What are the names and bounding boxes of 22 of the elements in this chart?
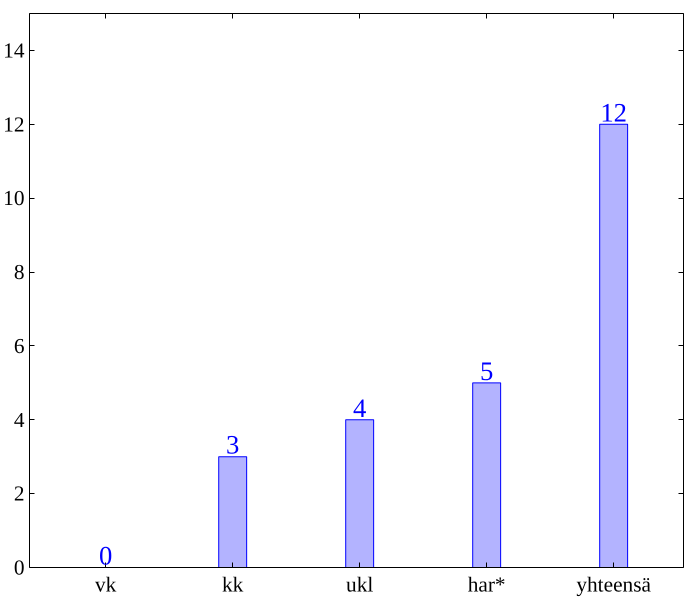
bar <box>472 382 502 568</box>
bar <box>218 456 248 568</box>
data-label: 12 <box>600 97 627 128</box>
bar <box>599 124 628 568</box>
y-tick-label: 0 <box>14 556 25 580</box>
x-tick-label: ukl <box>346 572 374 596</box>
y-tick-label: 6 <box>14 334 25 358</box>
data-label: 4 <box>353 392 366 423</box>
bar <box>345 419 374 568</box>
y-tick-label: 8 <box>14 260 25 284</box>
x-tick-label: vk <box>95 572 117 596</box>
data-label: 5 <box>480 356 494 386</box>
x-tick-label: har* <box>468 572 506 596</box>
y-tick-label: 14 <box>3 38 25 62</box>
x-tick-label: yhteensä <box>576 572 652 596</box>
y-tick-label: 4 <box>14 408 25 432</box>
x-tick-label: kk <box>222 572 244 596</box>
data-label: 0 <box>99 540 112 570</box>
data-label: 3 <box>226 430 240 460</box>
y-tick-label: 2 <box>14 482 25 506</box>
y-tick-label: 12 <box>3 112 24 136</box>
y-tick-label: 10 <box>3 186 24 210</box>
